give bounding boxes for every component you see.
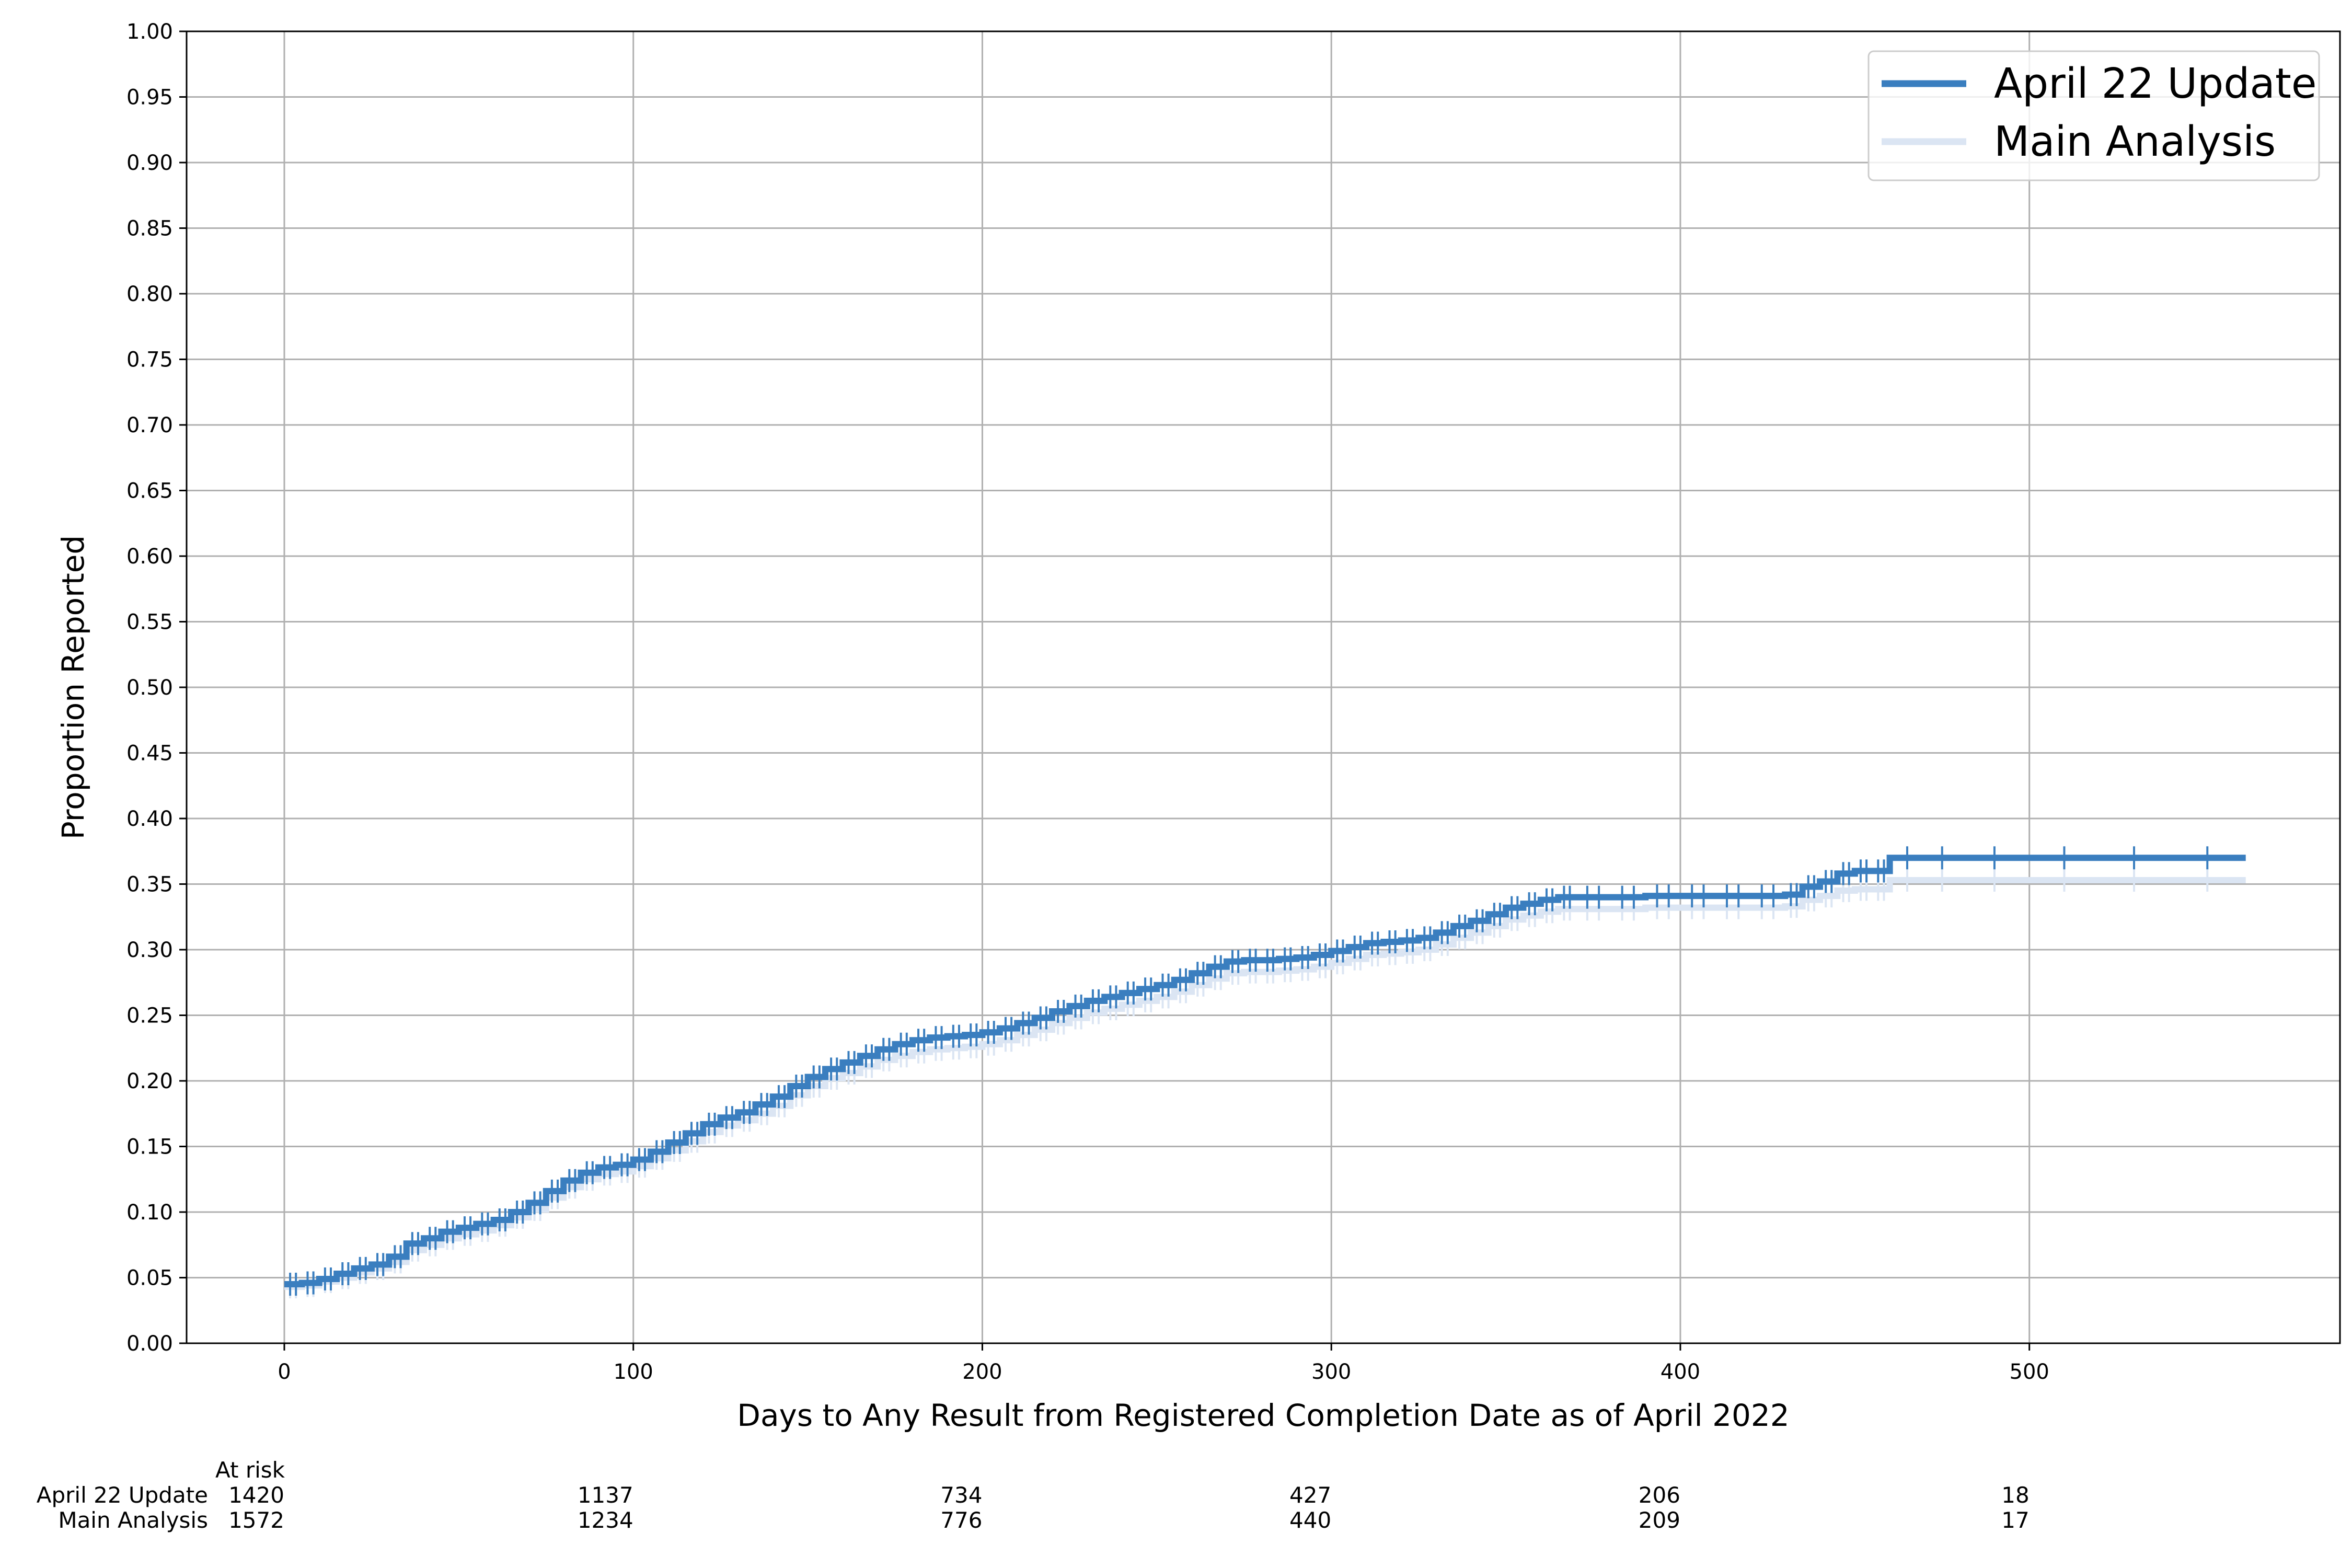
y-tick-label: 0.15: [126, 1135, 173, 1159]
at-risk-row-name: April 22 Update: [37, 1482, 208, 1508]
y-tick-label: 0.30: [126, 938, 173, 962]
at-risk-count: 1137: [578, 1482, 633, 1508]
series-line: [284, 855, 2246, 1288]
at-risk-count: 1572: [228, 1507, 284, 1533]
at-risk-count: 17: [2001, 1507, 2029, 1533]
at-risk-label: At risk: [215, 1457, 285, 1483]
x-tick-label: 300: [1311, 1360, 1351, 1384]
y-tick-label: 0.45: [126, 742, 173, 766]
at-risk-count: 734: [940, 1482, 982, 1508]
y-tick-label: 0.55: [126, 610, 173, 635]
y-tick-label: 0.50: [126, 676, 173, 700]
at-risk-count: 209: [1639, 1507, 1680, 1533]
y-tick-label: 1.00: [126, 20, 173, 44]
y-tick-label: 0.60: [126, 545, 173, 569]
legend-label: Main Analysis: [1994, 118, 2276, 166]
y-tick-label: 0.80: [126, 282, 173, 306]
legend-box: [1867, 50, 2320, 181]
y-tick-label: 0.75: [126, 348, 173, 372]
at-risk-count: 1234: [578, 1507, 633, 1533]
x-tick-label: 100: [614, 1360, 653, 1384]
x-axis-ticks: 0 100 200 300 400 500: [278, 1343, 2049, 1384]
y-tick-label: 0.05: [126, 1266, 173, 1290]
x-tick-label: 200: [962, 1360, 1002, 1384]
at-risk-count: 206: [1639, 1482, 1680, 1508]
y-axis-title: Proportion Reported: [55, 535, 91, 839]
y-tick-label: 0.10: [126, 1201, 173, 1225]
at-risk-count: 1420: [228, 1482, 284, 1508]
y-axis-ticks: 0.00 0.05 0.10 0.15 0.20 0.25 0.30 0.35 0.40 0.45…: [126, 20, 187, 1356]
y-tick-label: 0.20: [126, 1069, 173, 1093]
legend-label: April 22 Update: [1994, 60, 2316, 108]
series-line: [284, 877, 2246, 1290]
at-risk-count: 776: [940, 1507, 982, 1533]
at-risk-count: 440: [1289, 1507, 1331, 1533]
x-tick-label: 500: [2010, 1360, 2049, 1384]
x-tick-label: 0: [278, 1360, 291, 1384]
at-risk-row-name: Main Analysis: [58, 1507, 208, 1533]
y-tick-label: 0.40: [126, 807, 173, 831]
y-tick-label: 0.85: [126, 217, 173, 241]
at-risk-count: 18: [2001, 1482, 2029, 1508]
y-tick-label: 0.70: [126, 413, 173, 437]
y-tick-label: 0.25: [126, 1004, 173, 1028]
x-axis-title: Days to Any Result from Registered Compl…: [737, 1398, 1789, 1433]
y-tick-label: 0.35: [126, 873, 173, 897]
at-risk-count: 427: [1289, 1482, 1331, 1508]
y-tick-label: 0.90: [126, 151, 173, 175]
at-risk-table: At risk April 22 Update 1420 1137 734 427 206…: [37, 1457, 2030, 1533]
y-tick-label: 0.95: [126, 86, 173, 110]
y-tick-label: 0.65: [126, 479, 173, 503]
grid-lines: [187, 30, 2340, 1344]
legend: April 22 Update Main Analysis: [1867, 50, 2320, 181]
x-tick-label: 400: [1661, 1360, 1700, 1384]
y-tick-label: 0.00: [126, 1332, 173, 1356]
series-layer: [284, 846, 2246, 1299]
